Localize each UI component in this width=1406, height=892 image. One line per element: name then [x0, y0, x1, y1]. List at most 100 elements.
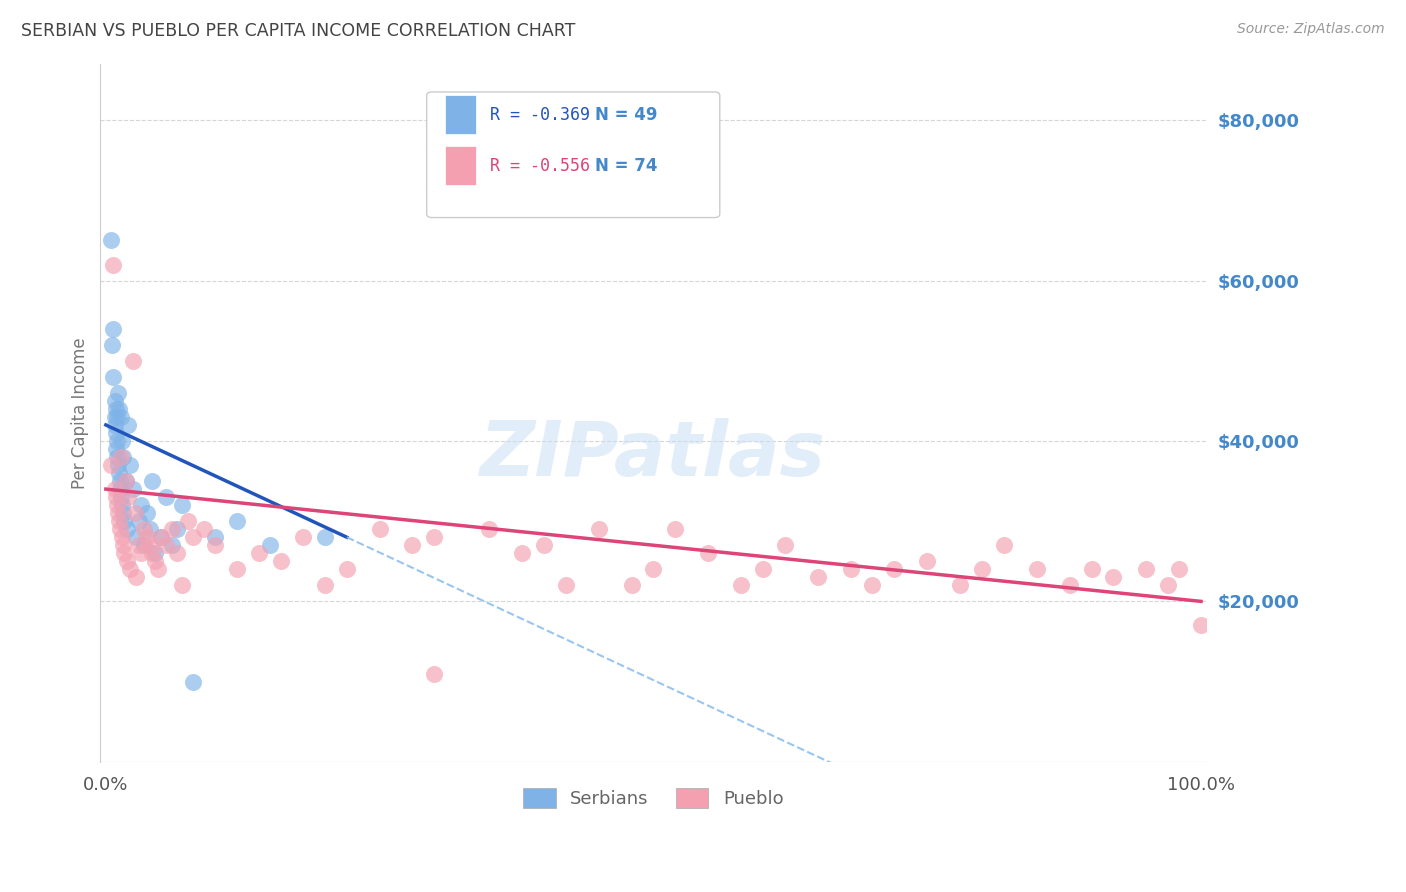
Point: [118, 458, 141, 472]
Point: [862, 578, 884, 592]
Point: [172, 578, 194, 592]
Point: [166, 522, 188, 536]
Point: [103, 393, 125, 408]
Point: [177, 514, 200, 528]
Point: [588, 522, 610, 536]
Point: [752, 562, 775, 576]
Point: [270, 554, 292, 568]
Point: [478, 522, 501, 536]
Point: [112, 450, 135, 464]
Point: [773, 538, 796, 552]
Text: R = -0.556: R = -0.556: [489, 157, 589, 175]
Point: [423, 666, 446, 681]
Point: [125, 570, 148, 584]
Point: [100, 458, 122, 472]
Point: [1168, 562, 1191, 576]
FancyBboxPatch shape: [426, 92, 720, 218]
Point: [117, 490, 139, 504]
Point: [807, 570, 830, 584]
Point: [1059, 578, 1081, 592]
Point: [103, 369, 125, 384]
Point: [291, 530, 314, 544]
Point: [114, 474, 136, 488]
Point: [138, 522, 160, 536]
Point: [107, 458, 129, 472]
Point: [118, 562, 141, 576]
Text: ZIPatlas: ZIPatlas: [481, 417, 827, 491]
Point: [111, 530, 134, 544]
Text: N = 74: N = 74: [595, 157, 657, 175]
Point: [155, 538, 177, 552]
Point: [128, 514, 150, 528]
Point: [111, 498, 134, 512]
Point: [112, 538, 135, 552]
Point: [143, 546, 166, 560]
Point: [149, 530, 172, 544]
Point: [136, 530, 159, 544]
Point: [104, 425, 127, 440]
Point: [105, 450, 128, 464]
Point: [108, 482, 131, 496]
Point: [160, 538, 183, 552]
Point: [839, 562, 862, 576]
Point: [993, 538, 1015, 552]
Point: [103, 409, 125, 424]
Point: [114, 514, 136, 528]
Point: [166, 546, 188, 560]
Point: [105, 409, 128, 424]
Point: [1080, 562, 1102, 576]
Point: [108, 522, 131, 536]
Point: [105, 434, 128, 448]
Point: [730, 578, 752, 592]
Point: [1102, 570, 1125, 584]
Point: [134, 522, 156, 536]
Point: [103, 417, 125, 432]
Point: [115, 522, 138, 536]
Point: [110, 409, 132, 424]
Point: [183, 674, 205, 689]
Point: [204, 538, 226, 552]
Point: [620, 578, 643, 592]
Point: [697, 546, 720, 560]
Point: [1135, 562, 1157, 576]
Point: [1025, 562, 1047, 576]
Point: [204, 530, 226, 544]
Point: [510, 546, 533, 560]
Point: [108, 466, 131, 480]
Y-axis label: Per Capita Income: Per Capita Income: [72, 337, 89, 489]
Point: [115, 554, 138, 568]
Point: [112, 506, 135, 520]
Point: [114, 546, 136, 560]
Point: [883, 562, 905, 576]
Point: [100, 234, 122, 248]
Point: [314, 530, 336, 544]
Point: [129, 498, 152, 512]
Point: [104, 490, 127, 504]
Bar: [446, 95, 477, 134]
Point: [141, 546, 163, 560]
Point: [114, 474, 136, 488]
Point: [108, 401, 131, 416]
Point: [128, 538, 150, 552]
Legend: Serbians, Pueblo: Serbians, Pueblo: [516, 781, 790, 815]
Point: [103, 322, 125, 336]
Point: [134, 538, 156, 552]
Point: [172, 498, 194, 512]
Point: [1189, 618, 1212, 632]
Point: [643, 562, 665, 576]
Point: [141, 474, 163, 488]
Point: [915, 554, 938, 568]
Point: [554, 578, 576, 592]
Point: [160, 522, 183, 536]
Point: [104, 442, 127, 456]
Point: [949, 578, 972, 592]
Text: N = 49: N = 49: [595, 105, 657, 124]
Point: [107, 506, 129, 520]
Point: [314, 578, 336, 592]
Point: [108, 474, 131, 488]
Point: [138, 538, 160, 552]
Point: [117, 417, 139, 432]
Point: [107, 385, 129, 400]
Point: [136, 506, 159, 520]
Point: [110, 450, 132, 464]
